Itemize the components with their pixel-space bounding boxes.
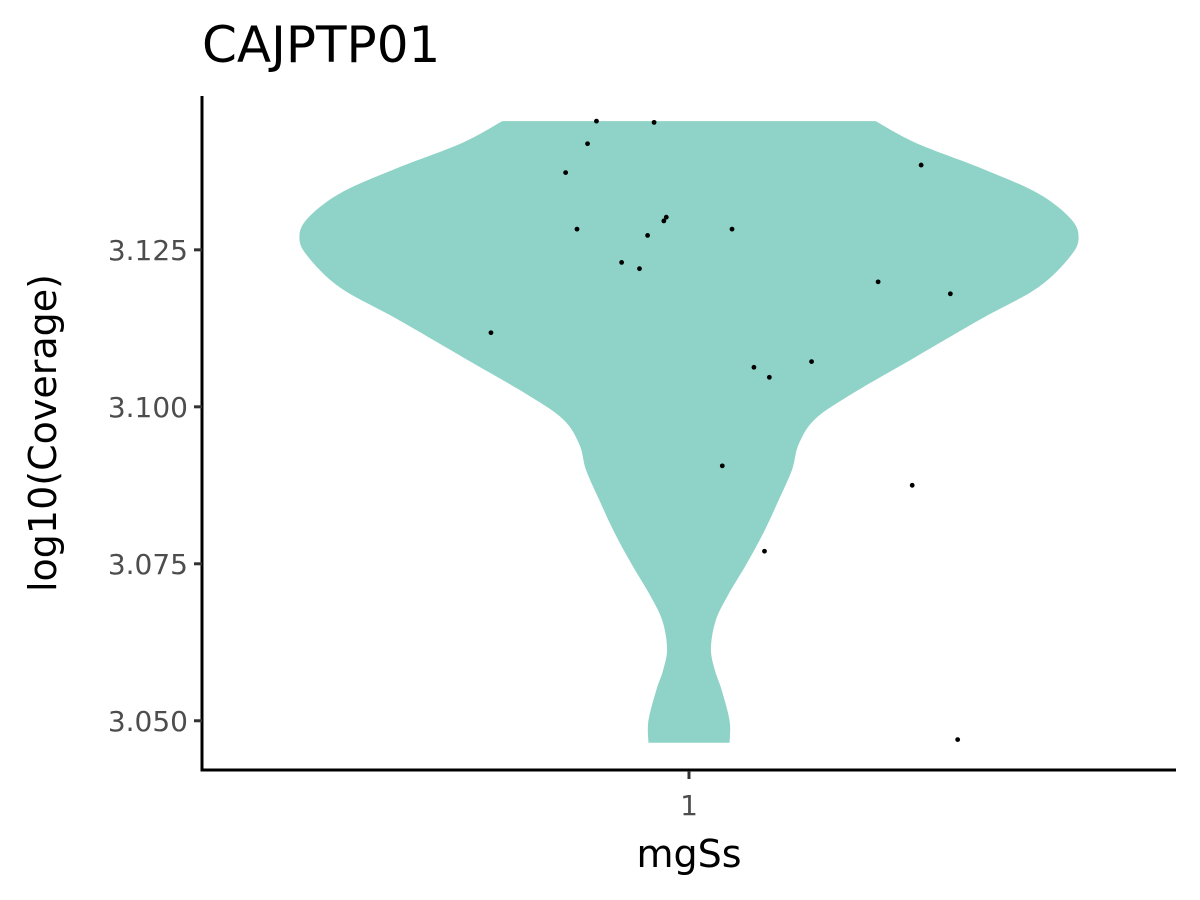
data-point xyxy=(651,119,657,125)
y-axis-title: log10(Coverage) xyxy=(21,274,65,592)
data-point xyxy=(875,279,881,285)
data-point xyxy=(585,141,590,147)
data-point xyxy=(909,482,915,488)
data-point xyxy=(762,548,767,554)
data-point xyxy=(729,226,735,232)
data-point xyxy=(918,162,924,168)
x-tick-label: 1 xyxy=(680,789,698,822)
chart-title: CAJPTP01 xyxy=(202,16,440,74)
x-axis-title: mgSs xyxy=(636,832,741,876)
violin-body xyxy=(299,121,1079,743)
data-point xyxy=(661,218,667,224)
x-axis-ticks: 1 xyxy=(680,771,698,822)
data-point xyxy=(574,226,580,232)
data-point xyxy=(663,214,669,220)
data-point xyxy=(619,260,625,265)
y-tick-label: 3.125 xyxy=(108,234,188,267)
data-point xyxy=(637,266,642,272)
data-point xyxy=(488,330,494,336)
y-tick-label: 3.100 xyxy=(108,391,188,424)
data-point xyxy=(809,359,814,364)
data-point xyxy=(947,291,953,297)
data-point xyxy=(645,233,650,238)
plot-area xyxy=(299,118,1079,743)
y-tick-label: 3.075 xyxy=(108,548,188,581)
y-axis-ticks: 3.050 3.075 3.100 3.125 xyxy=(108,234,202,738)
data-point xyxy=(766,374,772,380)
y-tick-label: 3.050 xyxy=(108,705,188,738)
data-point xyxy=(955,737,961,742)
data-point xyxy=(719,463,725,469)
data-point xyxy=(594,118,599,124)
data-point xyxy=(751,364,757,370)
data-point xyxy=(563,170,569,176)
